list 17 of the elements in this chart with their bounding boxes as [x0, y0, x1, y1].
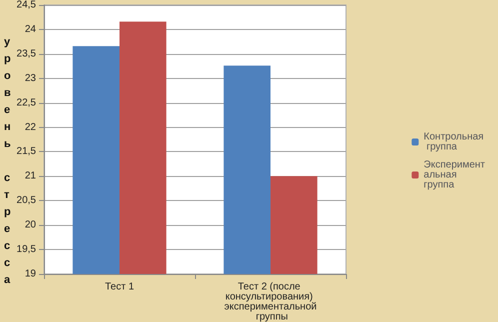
- y-tick-label: 24,5: [16, 0, 36, 10]
- y-tick-label: 22: [24, 122, 36, 133]
- y-tick-label: 23,5: [16, 48, 36, 60]
- y-tick-label: 21: [24, 170, 36, 182]
- y-tick-label: 19: [24, 268, 36, 280]
- legend-label: Контрольная группа: [424, 132, 484, 152]
- x-tick-label: Тест 1: [104, 282, 134, 292]
- y-tick-label: 24: [24, 24, 36, 35]
- legend-label: Экспериментальная группа: [424, 160, 486, 190]
- y-tick-label: 23: [24, 72, 36, 84]
- y-tick-label: 20: [24, 220, 36, 231]
- y-tick-label: 22,5: [16, 97, 36, 108]
- y-tick-label: 21,5: [16, 146, 36, 158]
- y-tick-label: 19,5: [16, 244, 36, 256]
- x-tick-label: Тест 2 (после консультирования) экспериментальной группы: [224, 282, 317, 322]
- text: уровень стресса: [4, 36, 11, 286]
- y-tick-label: 20,5: [16, 195, 36, 206]
